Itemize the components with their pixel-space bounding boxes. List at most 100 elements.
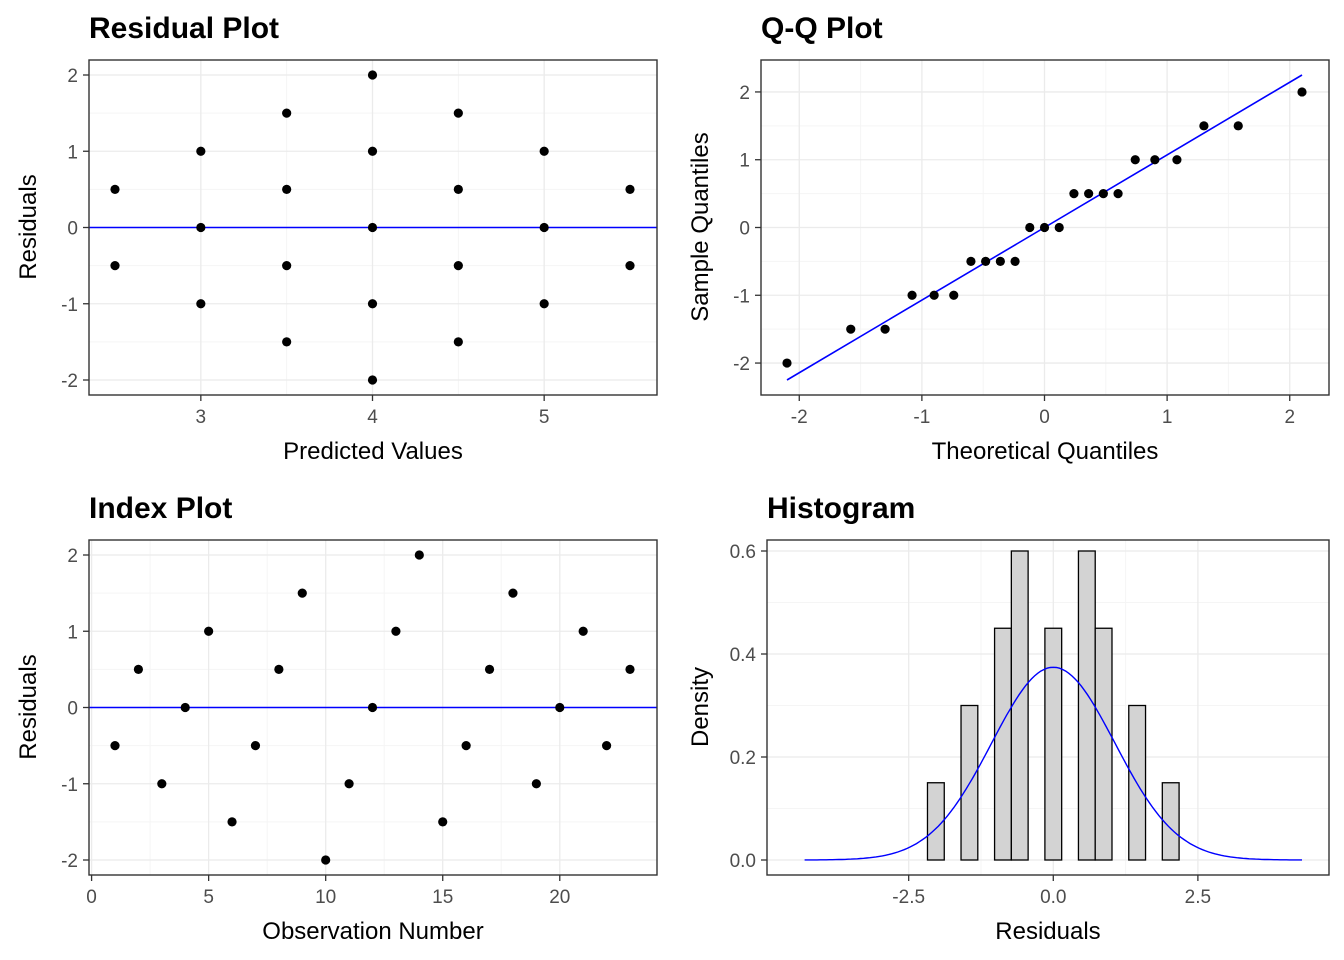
- histogram-bar: [993, 627, 1012, 861]
- y-tick-label: 0.6: [730, 542, 756, 563]
- x-tick-label: 5: [539, 407, 550, 428]
- data-point: [414, 550, 424, 560]
- data-point: [508, 588, 518, 598]
- data-point: [453, 261, 463, 271]
- x-tick-label: 10: [315, 887, 336, 908]
- data-point: [782, 358, 792, 368]
- data-point: [601, 741, 612, 751]
- data-point: [367, 702, 378, 713]
- axis-ticks: -2.5 0.0 2.5 0.0 0.2 0.4 0.6: [730, 542, 1212, 908]
- data-point: [110, 184, 120, 194]
- x-tick-label: 20: [549, 887, 570, 908]
- y-axis-label: Residuals: [15, 654, 42, 759]
- panel-index-plot: Index Plot 0 5 10 15 20 -2 -1 0 1 2 Observation N…: [15, 492, 658, 945]
- x-tick-label: 4: [367, 407, 378, 428]
- histogram-bar: [1044, 627, 1063, 861]
- data-point: [1233, 121, 1243, 131]
- y-tick-label: 0: [739, 219, 750, 240]
- data-point: [321, 855, 331, 865]
- data-point: [227, 817, 237, 827]
- x-tick-label: 1: [1162, 407, 1173, 428]
- data-point: [204, 626, 214, 636]
- x-tick-label: -2.5: [892, 887, 925, 908]
- panel-title: Index Plot: [89, 492, 232, 525]
- data-point: [578, 626, 588, 636]
- y-tick-label: 2: [67, 66, 78, 87]
- data-point: [1069, 189, 1079, 199]
- data-point: [625, 184, 635, 194]
- data-point: [1130, 155, 1140, 165]
- y-tick-label: 0.2: [730, 748, 756, 769]
- data-point: [391, 626, 401, 636]
- data-point: [367, 375, 378, 385]
- y-tick-label: -1: [61, 295, 78, 316]
- data-layer: [782, 74, 1307, 381]
- data-point: [981, 256, 991, 266]
- panel-histogram: Histogram -2.5 0.0 2.5 0.0 0.2 0.4 0.6 Residua…: [687, 492, 1330, 945]
- y-tick-label: 0: [67, 219, 78, 240]
- data-point: [539, 146, 549, 156]
- data-point: [297, 588, 307, 598]
- data-point: [282, 108, 292, 118]
- data-point: [250, 741, 261, 751]
- y-tick-label: -1: [61, 775, 78, 796]
- data-point: [133, 664, 144, 674]
- density-curve: [804, 666, 1302, 861]
- y-tick-label: -1: [733, 286, 750, 307]
- data-point: [625, 261, 635, 271]
- data-layer: [804, 550, 1302, 861]
- data-point: [846, 324, 856, 334]
- data-point: [1010, 256, 1020, 266]
- data-point: [907, 290, 917, 300]
- panel-border: [766, 539, 1330, 876]
- histogram-bar: [1010, 550, 1029, 861]
- x-tick-label: -1: [913, 407, 930, 428]
- data-point: [1150, 155, 1160, 165]
- panel-title: Q-Q Plot: [761, 12, 883, 45]
- y-tick-label: 1: [739, 151, 750, 172]
- data-point: [367, 70, 378, 80]
- x-tick-label: 2.5: [1185, 887, 1211, 908]
- x-tick-label: 0: [86, 887, 97, 908]
- x-tick-label: 0: [1039, 407, 1050, 428]
- data-point: [196, 146, 206, 156]
- data-point: [1084, 189, 1094, 199]
- data-point: [531, 779, 541, 789]
- x-axis-label: Predicted Values: [283, 438, 463, 465]
- y-tick-label: -2: [61, 851, 78, 872]
- data-point: [157, 779, 167, 789]
- data-point: [484, 664, 495, 674]
- x-tick-label: -2: [791, 407, 808, 428]
- panel-residual-plot: Residual Plot 3 4 5 -2 -1 0 1 2 Predicted Value…: [15, 12, 658, 465]
- x-tick-label: 0.0: [1040, 887, 1066, 908]
- data-point: [453, 184, 463, 194]
- data-point: [539, 222, 549, 233]
- x-axis-label: Theoretical Quantiles: [932, 438, 1159, 465]
- y-tick-label: 0.4: [730, 645, 757, 666]
- data-point: [625, 664, 635, 674]
- histogram-bar: [926, 782, 945, 861]
- data-point: [438, 817, 448, 827]
- data-layer: [89, 70, 657, 385]
- data-point: [880, 324, 890, 334]
- data-point: [929, 290, 939, 300]
- x-tick-label: 3: [196, 407, 207, 428]
- data-point: [344, 779, 354, 789]
- data-point: [196, 222, 206, 233]
- data-point: [367, 222, 378, 233]
- data-point: [1297, 87, 1307, 97]
- data-point: [1025, 222, 1035, 233]
- data-point: [1113, 189, 1123, 199]
- data-point: [453, 108, 463, 118]
- y-axis-label: Density: [687, 667, 714, 747]
- data-point: [367, 146, 378, 156]
- data-point: [282, 184, 292, 194]
- data-point: [555, 702, 565, 713]
- data-point: [1098, 189, 1108, 199]
- data-point: [1039, 222, 1050, 233]
- y-axis-label: Residuals: [15, 174, 42, 279]
- axis-ticks: 3 4 5 -2 -1 0 1 2: [61, 66, 549, 428]
- y-tick-label: 2: [67, 546, 78, 567]
- y-tick-label: 0: [67, 699, 78, 720]
- axis-ticks: 0 5 10 15 20 -2 -1 0 1 2: [61, 546, 570, 908]
